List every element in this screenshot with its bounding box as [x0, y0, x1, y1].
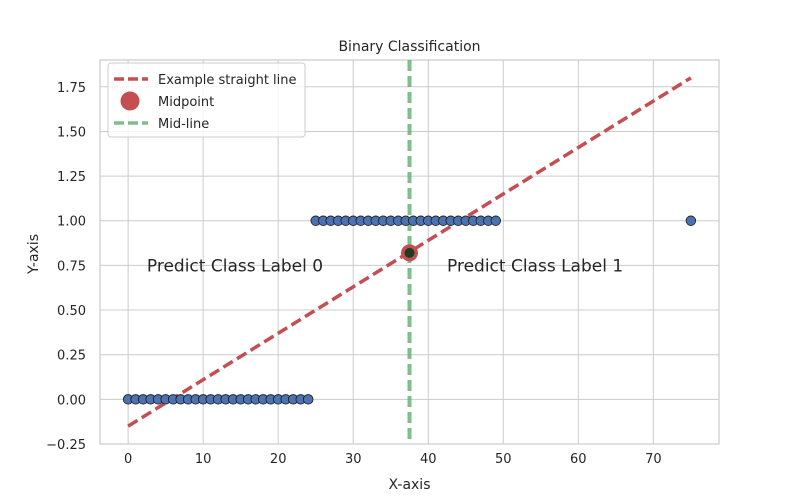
y-tick-label: 1.25: [57, 170, 86, 185]
legend-label-midpoint: Midpoint: [158, 95, 214, 110]
y-tick-label: −0.25: [46, 438, 86, 453]
y-tick-label: 0.50: [57, 304, 86, 319]
legend: Example straight line Midpoint Mid-line: [107, 62, 306, 138]
y-tick-label: 0.25: [57, 349, 86, 364]
x-tick-label: 50: [495, 452, 512, 467]
x-tick-label: 0: [124, 452, 132, 467]
legend-swatch-midpoint: [120, 91, 140, 111]
y-tick-label: 1.50: [57, 125, 86, 140]
y-axis-label: Y-axis: [26, 234, 42, 275]
y-tick-label: 1.75: [57, 81, 86, 96]
class-region-annotation: Predict Class Label 0: [147, 256, 323, 276]
x-tick-label: 70: [645, 452, 662, 467]
chart-title: Binary Classification: [338, 39, 480, 55]
data-point: [490, 215, 501, 226]
x-tick-label: 20: [270, 452, 287, 467]
legend-box: [107, 62, 306, 138]
x-tick-label: 30: [345, 452, 362, 467]
x-tick-label: 60: [570, 452, 587, 467]
midpoint-center: [404, 247, 415, 258]
y-tick-label: 0.75: [57, 259, 86, 274]
y-tick-label: 0.00: [57, 393, 86, 408]
legend-label-midline: Mid-line: [158, 117, 209, 132]
annotations: Predict Class Label 0 Predict Class Label…: [147, 256, 623, 276]
legend-label-line: Example straight line: [158, 73, 297, 88]
x-axis-label: X-axis: [389, 477, 431, 493]
points-layer: [122, 215, 697, 405]
x-tick-label: 10: [195, 452, 212, 467]
data-point: [685, 215, 697, 226]
data-point: [303, 394, 314, 405]
x-tick-label: 40: [420, 452, 437, 467]
midpoint-layer: [401, 244, 418, 262]
y-tick-label: 1.00: [57, 215, 86, 230]
x-tick-labels: 0 10 20 30 40 50 60 70: [124, 452, 662, 467]
y-tick-labels: −0.25 0.00 0.25 0.50 0.75 1.00 1.25 1.50 1.75: [46, 81, 86, 453]
class-region-annotation: Predict Class Label 1: [447, 256, 623, 276]
